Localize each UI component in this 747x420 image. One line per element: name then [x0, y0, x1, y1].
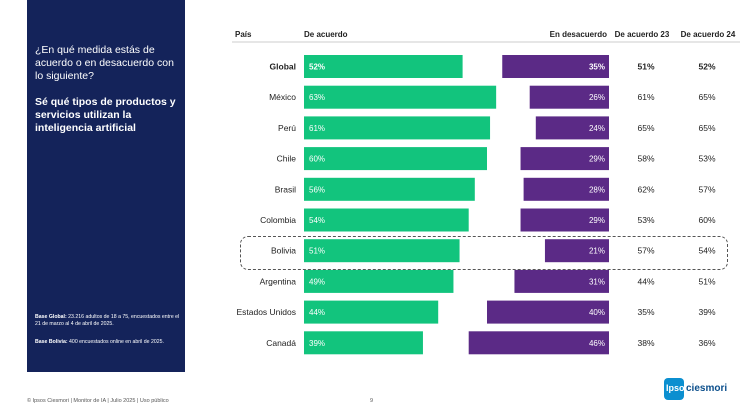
disagree-bar — [520, 147, 609, 171]
base-global-label: Base Global: — [35, 314, 67, 320]
question-text: ¿En qué medida estás de acuerdo o en des… — [35, 44, 174, 82]
bolivia-highlight-box — [240, 236, 728, 270]
page-number: 9 — [370, 398, 374, 404]
disagree-value-label: 26% — [589, 93, 605, 102]
disagree-value-label: 31% — [589, 277, 605, 286]
agree-24-value: 65% — [698, 123, 715, 133]
agree-23-value: 38% — [637, 338, 654, 348]
logo-ciesmori-text: ciesmori — [686, 383, 728, 394]
agree-value-label: 52% — [309, 63, 325, 72]
agree-23-value: 57% — [637, 246, 654, 256]
disagree-bar — [514, 269, 609, 293]
header-country: País — [235, 30, 252, 39]
agree-24-value: 39% — [698, 307, 715, 317]
country-label: Perú — [278, 123, 296, 133]
agree-bar — [304, 116, 491, 140]
agree-24-value: 36% — [698, 338, 715, 348]
agree-23-value: 53% — [637, 215, 654, 225]
agree-value-label: 44% — [309, 308, 325, 317]
disagree-bar — [535, 116, 609, 140]
agree-bar — [304, 85, 497, 109]
disagree-bar — [544, 239, 609, 263]
base-global: Base Global: 23.216 adultos de 18 a 75, … — [35, 314, 181, 328]
agree-bar — [304, 300, 439, 324]
disagree-value-label: 46% — [589, 339, 605, 348]
disagree-bar — [487, 300, 609, 324]
footer-text: © Ipsos Ciesmori | Monitor de IA | Julio… — [27, 398, 169, 404]
agree-bar — [304, 177, 475, 201]
agree-value-label: 54% — [309, 216, 325, 225]
base-bolivia-label: Base Bolivia: — [35, 339, 68, 345]
agree-24-value: 51% — [698, 276, 715, 286]
agree-24-value: 65% — [698, 92, 715, 102]
disagree-bar — [468, 331, 609, 355]
agree-24-value: 53% — [698, 154, 715, 164]
disagree-value-label: 29% — [589, 155, 605, 164]
base-global-text: 23.216 adultos de 18 a 75, encuestados e… — [35, 314, 180, 327]
disagree-value-label: 24% — [589, 124, 605, 133]
country-label: México — [269, 92, 296, 102]
agree-bar — [304, 147, 487, 171]
agree-value-label: 39% — [309, 339, 325, 348]
agree-bar — [304, 269, 454, 293]
statement-text: Sé qué tipos de productos y servicios ut… — [35, 96, 176, 134]
agree-bar — [304, 331, 423, 355]
agree-value-label: 49% — [309, 277, 325, 286]
country-label: Bolivia — [271, 246, 296, 256]
agree-value-label: 60% — [309, 155, 325, 164]
disagree-value-label: 35% — [589, 63, 605, 72]
disagree-bar — [529, 85, 609, 109]
base-bolivia: Base Bolivia: 400 encuestados online en … — [35, 339, 181, 346]
question-panel: ¿En qué medida estás de acuerdo o en des… — [27, 0, 185, 372]
country-label: Brasil — [275, 184, 296, 194]
disagree-value-label: 29% — [589, 216, 605, 225]
disagree-bar — [502, 55, 609, 78]
agree-value-label: 51% — [309, 247, 325, 256]
agree-24-value: 60% — [698, 215, 715, 225]
header-agree-23: De acuerdo 23 — [615, 30, 670, 39]
agree-23-value: 62% — [637, 184, 654, 194]
logo-mark — [664, 378, 684, 400]
header-disagree: En desacuerdo — [550, 30, 607, 39]
disagree-value-label: 40% — [589, 308, 605, 317]
country-label: Chile — [277, 154, 297, 164]
agree-23-value: 65% — [637, 123, 654, 133]
country-label: Colombia — [260, 215, 296, 225]
base-bolivia-text: 400 encuestados online en abril de 2025. — [69, 339, 164, 345]
agree-value-label: 61% — [309, 124, 325, 133]
agree-bar — [304, 208, 469, 232]
agree-24-value: 52% — [698, 62, 715, 72]
agree-24-value: 54% — [698, 246, 715, 256]
ipsos-ciesmori-logo: Ipsos ciesmori — [662, 378, 742, 402]
agree-23-value: 51% — [637, 62, 654, 72]
agree-value-label: 63% — [309, 93, 325, 102]
agree-23-value: 58% — [637, 154, 654, 164]
header-agree-24: De acuerdo 24 — [681, 30, 736, 39]
country-label: Estados Unidos — [236, 307, 296, 317]
agree-bar — [304, 239, 460, 263]
disagree-value-label: 21% — [589, 247, 605, 256]
disagree-bar — [523, 177, 609, 201]
agree-23-value: 44% — [637, 276, 654, 286]
agree-24-value: 57% — [698, 184, 715, 194]
disagree-bar — [520, 208, 609, 232]
logo-ipsos-text: Ipsos — [666, 383, 690, 393]
header-agree: De acuerdo — [304, 30, 348, 39]
disagree-value-label: 28% — [589, 185, 605, 194]
agree-value-label: 56% — [309, 185, 325, 194]
agree-bar — [304, 55, 463, 78]
country-label: Global — [270, 62, 296, 72]
country-label: Canadá — [266, 338, 296, 348]
agree-23-value: 35% — [637, 307, 654, 317]
country-label: Argentina — [260, 276, 297, 286]
agree-23-value: 61% — [637, 92, 654, 102]
